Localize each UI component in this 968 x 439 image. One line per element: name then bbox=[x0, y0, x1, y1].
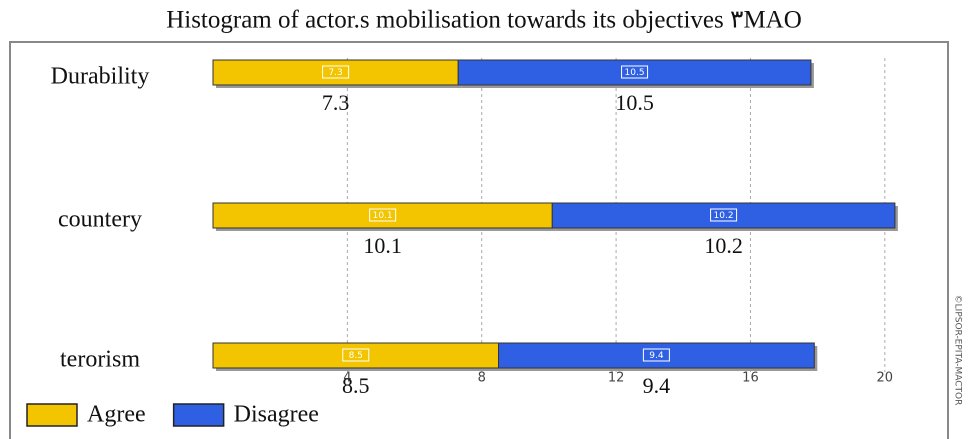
value-badge bbox=[710, 208, 738, 222]
x-tick-label: 12 bbox=[608, 371, 625, 386]
value-label-small: 10.1 bbox=[373, 211, 393, 221]
x-tick-label: 8 bbox=[478, 371, 486, 386]
plot-frame bbox=[9, 41, 949, 439]
x-tick-label: 20 bbox=[877, 371, 894, 386]
x-tick-label: 16 bbox=[742, 371, 759, 386]
bar-segment bbox=[212, 59, 459, 86]
legend-swatch bbox=[26, 403, 78, 427]
chart-title: Histogram of actor.s mobilisation toward… bbox=[166, 7, 802, 34]
category-label: terorism bbox=[60, 347, 140, 373]
bar-segment bbox=[498, 342, 815, 369]
bar-segment bbox=[212, 202, 553, 229]
bar-segment bbox=[457, 59, 812, 86]
category-label: Durability bbox=[51, 64, 150, 90]
value-label: 10.5 bbox=[615, 90, 654, 115]
value-badge bbox=[342, 348, 370, 362]
legend-swatch bbox=[172, 403, 225, 427]
value-badge bbox=[621, 65, 649, 79]
value-badge bbox=[369, 208, 397, 222]
value-label: 7.3 bbox=[322, 90, 350, 115]
value-label-small: 10.5 bbox=[625, 68, 645, 78]
value-badge bbox=[322, 65, 350, 79]
value-label: 9.4 bbox=[643, 373, 671, 398]
bar-segment bbox=[551, 202, 896, 229]
value-badge bbox=[642, 348, 670, 362]
watermark: ©LIPSOR-EPITA-MACTOR bbox=[953, 295, 963, 406]
bar-segment bbox=[212, 342, 500, 369]
category-label: countery bbox=[58, 207, 142, 233]
value-label-small: 9.4 bbox=[649, 351, 664, 361]
value-label-small: 7.3 bbox=[328, 68, 342, 78]
x-tick-label: 4 bbox=[343, 371, 351, 386]
legend-label: Disagree bbox=[234, 402, 319, 428]
legend-label: Agree bbox=[87, 402, 146, 428]
value-label: 8.5 bbox=[342, 373, 370, 398]
value-label: 10.1 bbox=[363, 233, 402, 258]
value-label: 10.2 bbox=[704, 233, 743, 258]
value-label-small: 10.2 bbox=[714, 211, 734, 221]
value-label-small: 8.5 bbox=[349, 351, 363, 361]
